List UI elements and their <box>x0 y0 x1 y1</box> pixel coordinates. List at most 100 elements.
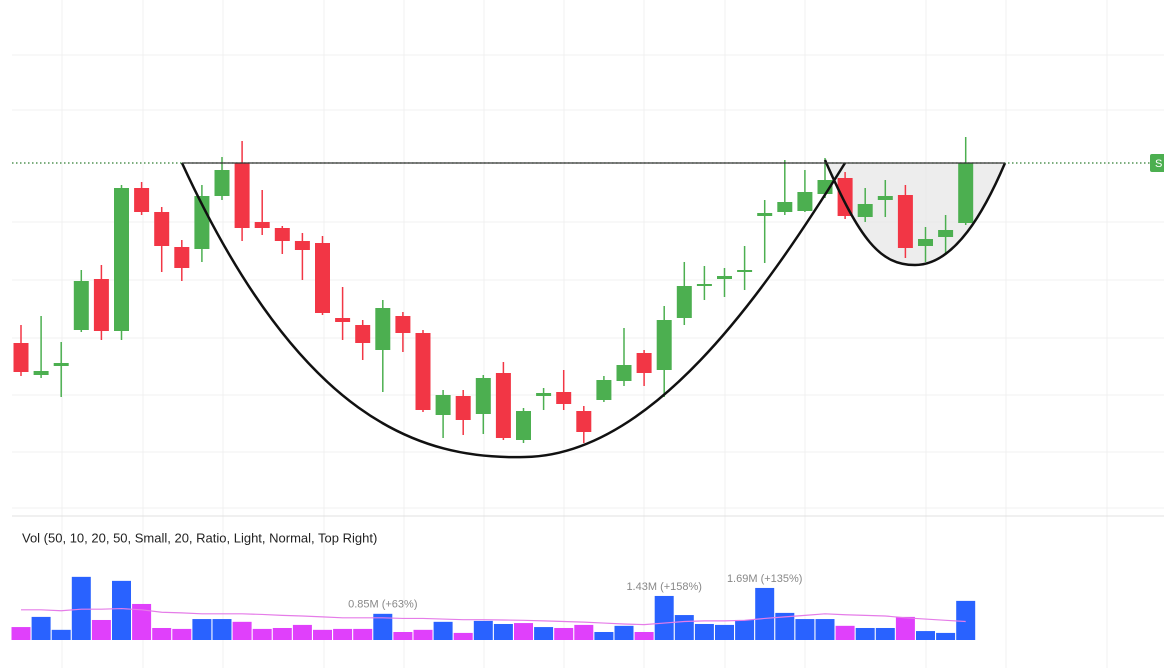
volume-annotation: 0.85M (+63%) <box>348 599 417 611</box>
candle-body <box>958 163 974 223</box>
volume-bar <box>272 627 292 640</box>
volume-ma-line <box>21 607 966 626</box>
volume-bar <box>252 628 272 640</box>
candle-body <box>13 343 29 372</box>
candle-body <box>475 378 491 414</box>
volume-annotation: 1.69M (+135%) <box>727 573 803 585</box>
volume-bar <box>916 631 935 640</box>
volume-bar <box>192 619 212 640</box>
candle-body <box>214 170 230 196</box>
volume-bar <box>91 619 111 640</box>
handle-curve <box>823 159 1007 267</box>
candle-body <box>837 178 853 216</box>
volume-bar <box>936 632 956 640</box>
candle-body <box>53 363 69 366</box>
candle-body <box>355 325 371 343</box>
volume-bar <box>453 632 473 640</box>
volume-bar <box>835 625 855 640</box>
volume-bar <box>51 629 71 640</box>
volume-bar <box>594 631 614 640</box>
volume-bar <box>493 623 513 640</box>
volume-bar <box>172 628 192 640</box>
candle-body <box>395 316 411 333</box>
volume-bar <box>795 619 815 640</box>
candle-body <box>174 247 190 268</box>
candle-body <box>676 286 692 318</box>
candle-body <box>73 281 89 330</box>
candle-body <box>294 241 310 250</box>
candles <box>13 137 974 443</box>
candle-body <box>857 204 873 217</box>
volume-bar <box>875 627 895 640</box>
volume-bar <box>574 624 594 640</box>
volume-bar <box>694 623 714 640</box>
volume-bar <box>735 619 755 640</box>
volume-bar <box>112 580 131 640</box>
volume-bar <box>232 621 252 640</box>
candle-body <box>335 318 351 322</box>
volume-bar <box>413 629 433 640</box>
volume-bar <box>353 628 373 640</box>
volume-bar <box>393 631 413 640</box>
volume-bar <box>554 627 574 640</box>
volume-bar <box>152 627 172 640</box>
volume-bar <box>333 628 353 640</box>
candle-body <box>234 163 250 228</box>
volume-bar <box>132 603 152 640</box>
candle-body <box>556 392 572 404</box>
candle-body <box>315 243 330 313</box>
volume-bar <box>31 616 51 640</box>
candle-body <box>877 196 893 200</box>
volume-bar <box>614 625 634 640</box>
volume-bar <box>11 627 31 640</box>
candle-body <box>757 213 773 216</box>
volume-bar <box>292 624 312 640</box>
volume-bar <box>212 619 232 640</box>
volume-bar <box>71 576 91 640</box>
candle-body <box>134 188 150 212</box>
candle-body <box>777 202 793 212</box>
volume-bar <box>634 631 654 640</box>
candle-body <box>717 276 732 279</box>
volume-panel: 0.85M (+63%) 1.43M (+158%) 1.69M (+135%) <box>11 573 976 640</box>
candle-body <box>93 279 109 331</box>
candle-body <box>897 195 913 248</box>
volume-bar <box>373 613 393 640</box>
candle-body <box>274 228 290 241</box>
candle-body <box>696 284 712 286</box>
volume-bar <box>654 595 674 640</box>
volume-bar <box>895 616 915 640</box>
candle-body <box>114 188 129 331</box>
candle-body <box>918 239 933 246</box>
volume-bar <box>473 620 493 640</box>
volume-annotation: 1.43M (+158%) <box>626 581 702 593</box>
candle-body <box>375 308 391 350</box>
volume-legend: Vol (50, 10, 20, 50, Small, 20, Ratio, L… <box>22 530 377 545</box>
volume-bar <box>514 623 533 640</box>
candle-body <box>254 222 270 228</box>
candle-body <box>33 371 49 375</box>
candle-body <box>737 270 753 272</box>
volume-bar <box>815 619 835 640</box>
candle-body <box>154 212 170 246</box>
volume-bar <box>755 587 775 640</box>
candle-body <box>596 380 612 400</box>
candle-body <box>938 230 954 237</box>
volume-bar <box>534 627 554 640</box>
candle-body <box>636 353 652 373</box>
price-label-box <box>1150 154 1164 172</box>
volume-bar <box>956 600 976 640</box>
price-label: S <box>1155 158 1162 170</box>
candle-body <box>415 333 431 410</box>
candle-body <box>656 320 672 370</box>
candle-body <box>516 411 531 440</box>
volume-bar <box>313 629 332 640</box>
grid <box>12 0 1164 668</box>
candle-body <box>536 393 552 396</box>
candle-body <box>435 395 451 415</box>
volume-bar <box>715 624 734 640</box>
candle-body <box>495 373 511 438</box>
volume-bar <box>674 615 694 640</box>
volume-bar <box>775 612 795 640</box>
